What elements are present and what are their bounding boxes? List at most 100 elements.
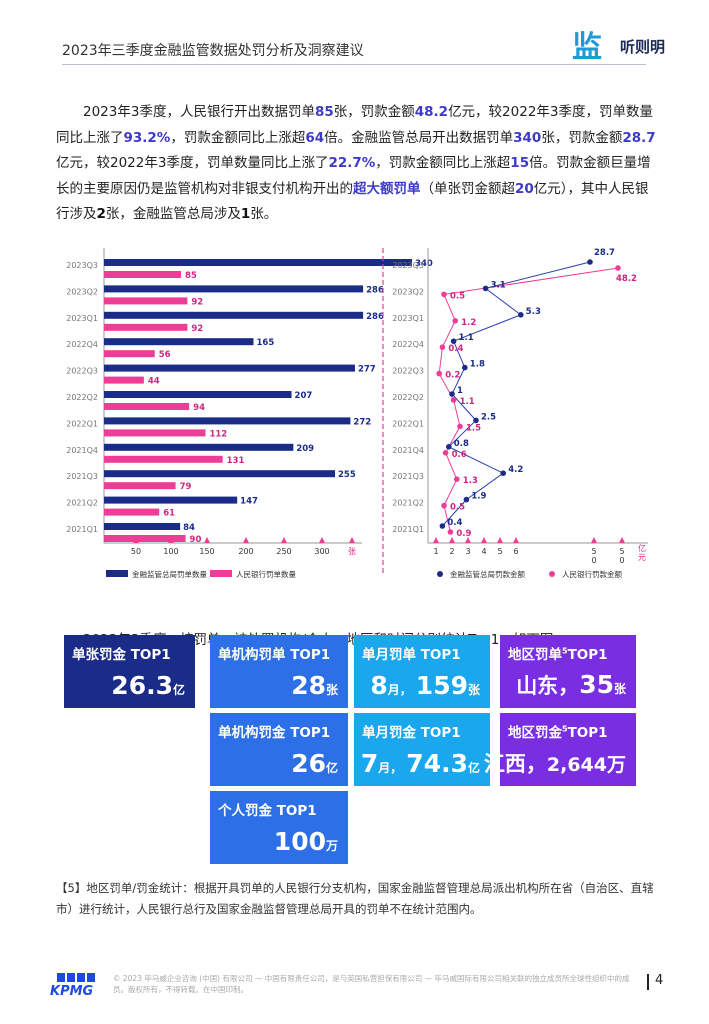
bar-navy-label: 255 xyxy=(338,470,356,480)
bar-x-tick-mark xyxy=(349,537,355,543)
bar-pink xyxy=(104,403,190,410)
line-category-label: 2021Q1 xyxy=(392,525,424,534)
line-pink-label: 48.2 xyxy=(616,274,637,284)
bar-navy xyxy=(104,338,254,346)
card-value-number: 26.3 xyxy=(111,671,173,700)
line-point-pink xyxy=(457,423,463,430)
bar-pink-label: 131 xyxy=(227,456,245,466)
card-title: 单月罚单 TOP1 xyxy=(362,643,461,663)
bar-pink xyxy=(104,271,182,278)
top1-card: 个人罚金 TOP1 100万 xyxy=(210,791,348,864)
bar-pink xyxy=(104,297,188,305)
highlight-value: 85 xyxy=(314,104,334,120)
summary-paragraph: 2023年3季度，人民银行开出数据罚单85张，罚款金额48.2亿元，较2022年… xyxy=(56,100,658,228)
bar-navy xyxy=(104,470,336,478)
bar-pink-label: 61 xyxy=(163,509,175,519)
line-navy-label: 1.9 xyxy=(471,492,486,502)
line-point-navy xyxy=(518,312,524,318)
card-value-prefix: 江西， xyxy=(483,752,547,776)
legend-dot-navy xyxy=(437,571,443,577)
card-value: 28张 xyxy=(291,671,338,700)
bar-pink-label: 90 xyxy=(190,535,202,545)
card-title-text: 地区罚单 xyxy=(508,647,562,663)
bar-pink xyxy=(104,508,160,516)
line-point-navy xyxy=(500,470,507,476)
top1-card: 单机构罚金 TOP1 26亿 xyxy=(210,713,348,786)
line-navy-label: 2.5 xyxy=(481,412,496,422)
line-pink-label: 1.3 xyxy=(463,476,478,486)
bar-x-tick-mark xyxy=(243,537,249,543)
highlight-value: 64 xyxy=(305,129,325,146)
card-title-text: 单机构罚单 TOP1 xyxy=(218,647,331,663)
line-x-tick-mark xyxy=(449,537,455,543)
line-point-navy xyxy=(482,285,489,292)
bar-category-label: 2021Q1 xyxy=(66,525,98,534)
bar-pink-label: 92 xyxy=(191,297,203,307)
line-category-label: 2022Q1 xyxy=(392,419,424,428)
card-title: 地区罚金5TOP1 xyxy=(508,721,608,742)
highlight-value: 15 xyxy=(510,155,530,171)
top1-card: 地区罚金5TOP1 江西，2,644万 xyxy=(484,713,636,786)
line-category-label: 2021Q4 xyxy=(392,446,424,455)
card-title: 个人罚金 TOP1 xyxy=(218,799,317,819)
bar-pink-label: 56 xyxy=(159,350,171,360)
card-value-unit: 张 xyxy=(467,683,480,697)
line-point-pink xyxy=(454,476,460,482)
line-x-tick-label: 0 xyxy=(619,556,624,565)
card-title: 单机构罚单 TOP1 xyxy=(218,643,330,663)
line-navy-label: 5.3 xyxy=(526,307,541,317)
paragraph-text: （单张罚金额超 xyxy=(420,180,516,197)
card-value-prefix: 8 xyxy=(370,671,388,700)
paragraph-text: 倍。罚款金额巨量增长的主要原因仍是监管机构对非银支付机构开出的 xyxy=(56,155,651,197)
line-point-pink xyxy=(452,318,459,324)
highlight-value: 340 xyxy=(513,129,542,146)
legal-notice: © 2023 毕马威企业咨询 (中国) 有限公司 — 中国有限责任公司，是与英国… xyxy=(113,974,630,994)
bar-pink-label: 92 xyxy=(191,324,203,334)
bar-category-label: 2022Q2 xyxy=(66,393,98,402)
bar-pink xyxy=(104,323,188,331)
line-pink-label: 0.6 xyxy=(452,450,467,460)
line-x-tick-label: 1 xyxy=(433,547,438,556)
bar-category-label: 2022Q3 xyxy=(66,367,98,376)
line-x-axis-unit: 元 xyxy=(638,553,646,562)
line-point-pink xyxy=(442,450,449,456)
highlight-value: 1 xyxy=(240,206,251,222)
card-value-unit: 亿 xyxy=(467,761,480,775)
line-point-navy xyxy=(439,523,446,529)
bar-x-tick-mark xyxy=(204,537,210,543)
card-title-text: 单月罚单 TOP1 xyxy=(362,647,461,663)
line-x-tick-label: 0 xyxy=(591,556,596,565)
line-x-tick-label: 5 xyxy=(591,547,596,556)
line-point-pink xyxy=(439,344,446,350)
card-title: 单月罚金 TOP1 xyxy=(362,721,461,741)
legend-dot-pink xyxy=(549,571,555,577)
line-x-tick-mark xyxy=(465,537,471,543)
card-title-text: 单月罚金 TOP1 xyxy=(362,725,461,741)
page-header-title: 2023年三季度金融监管数据处罚分析及洞察建议 xyxy=(62,43,364,59)
bar-navy-label: 84 xyxy=(183,523,195,533)
line-x-tick-label: 4 xyxy=(481,547,486,556)
highlight-value: 超大额罚单 xyxy=(353,180,421,197)
card-value-prefix: 山东， xyxy=(516,674,580,698)
bar-navy-label: 209 xyxy=(296,444,314,454)
bar-pink xyxy=(104,376,144,384)
card-value: 8月， 159张 xyxy=(370,671,480,700)
card-value-prefix: 7 xyxy=(360,749,379,778)
paragraph-text: 亿元，较2022年3季度，罚单数量同比上涨了 xyxy=(56,155,329,171)
footnote-ref: 5 xyxy=(562,646,568,656)
line-point-pink xyxy=(441,502,447,509)
card-value: 26.3亿 xyxy=(111,671,185,700)
line-x-tick-mark xyxy=(481,537,487,543)
line-point-navy xyxy=(462,364,468,371)
paragraph-text: 张。 xyxy=(250,206,278,222)
line-x-tick-label: 5 xyxy=(497,547,502,556)
card-value: 山东，35张 xyxy=(516,670,626,700)
bar-x-tick-mark xyxy=(319,537,325,543)
bar-pink xyxy=(104,455,223,463)
bar-category-label: 2023Q2 xyxy=(66,287,98,296)
line-category-label: 2023Q2 xyxy=(392,287,424,296)
paragraph-text: 亿元，较2022年3季度，罚单数量同比上涨了 xyxy=(56,104,654,146)
line-pink-label: 1.1 xyxy=(460,397,475,407)
bar-navy-label: 286 xyxy=(366,285,384,295)
line-navy-label: 1.8 xyxy=(470,360,485,370)
